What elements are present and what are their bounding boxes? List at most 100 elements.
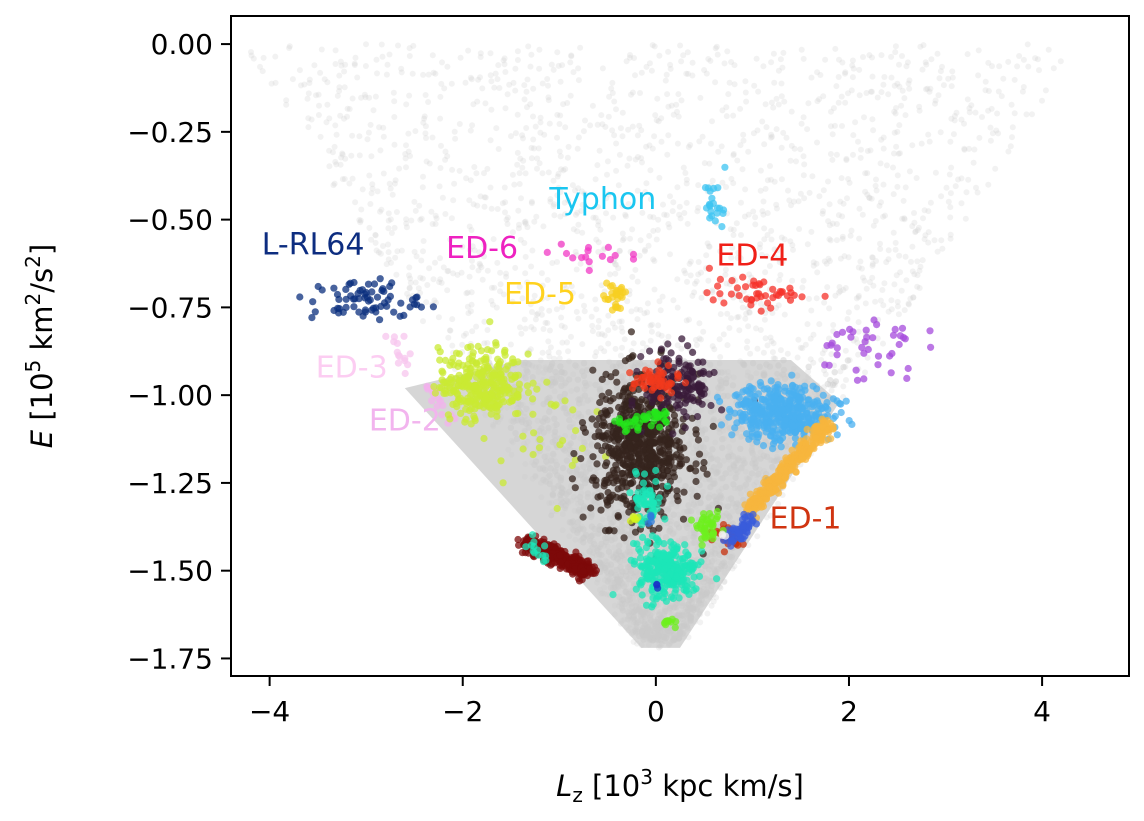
field-star-point (342, 61, 349, 68)
field-star-point (814, 69, 821, 76)
field-star-point (773, 201, 780, 208)
field-star-point (367, 201, 374, 207)
background-density-point (729, 382, 737, 389)
field-star-point (364, 136, 371, 143)
field-star-point (517, 324, 523, 331)
field-star-point (826, 201, 833, 208)
field-star-point (717, 248, 724, 255)
field-star-point (528, 263, 535, 270)
field-star-point (839, 123, 845, 129)
field-star-point (468, 76, 475, 83)
field-star-point (548, 61, 555, 68)
field-star-point (839, 59, 846, 66)
field-star-point (524, 76, 531, 83)
field-star-point (958, 200, 965, 207)
cluster-point (309, 298, 317, 306)
field-star-point (773, 304, 780, 311)
field-star-point (362, 94, 369, 101)
field-star-point (532, 123, 539, 130)
cluster-point (361, 306, 369, 314)
background-density-point (588, 442, 595, 449)
field-star-point (773, 205, 780, 212)
field-star-point (925, 239, 932, 246)
field-star-point (768, 59, 775, 66)
field-star-point (613, 167, 620, 174)
field-star-point (447, 327, 454, 334)
background-density-point (580, 539, 587, 546)
field-star-point (272, 79, 279, 86)
field-star-point (814, 139, 820, 146)
cluster-point (870, 316, 878, 324)
field-star-point (626, 155, 633, 162)
field-star-point (719, 107, 726, 114)
field-star-point (730, 180, 737, 187)
field-star-point (338, 62, 345, 69)
field-star-point (383, 261, 390, 268)
field-star-point (720, 331, 727, 338)
field-star-point (415, 285, 422, 292)
field-star-point (595, 222, 602, 229)
background-density-point (598, 540, 605, 547)
field-star-point (826, 258, 833, 264)
field-star-point (497, 281, 504, 288)
field-star-point (515, 225, 522, 232)
cluster-point (693, 492, 701, 500)
field-star-point (855, 292, 862, 299)
field-star-point (661, 211, 668, 218)
cluster-point (479, 379, 488, 387)
field-star-point (761, 236, 768, 243)
field-star-point (616, 248, 623, 254)
field-star-point (522, 218, 529, 225)
field-star-point (913, 175, 920, 181)
field-star-point (619, 344, 625, 351)
field-star-point (799, 284, 806, 291)
cluster-point (390, 308, 398, 316)
field-star-point (947, 138, 954, 145)
field-star-point (773, 126, 780, 133)
field-star-point (469, 243, 476, 250)
field-star-point (830, 322, 837, 328)
field-star-point (405, 130, 412, 137)
field-star-point (843, 157, 850, 164)
cluster-point (582, 253, 590, 261)
field-star-point (743, 310, 750, 317)
field-star-point (488, 297, 495, 304)
field-star-point (677, 215, 684, 222)
field-star-point (892, 110, 899, 117)
background-density-point (546, 472, 553, 479)
cluster-point (529, 410, 537, 418)
field-star-point (775, 67, 782, 74)
field-star-point (909, 268, 916, 275)
field-star-point (601, 348, 608, 355)
background-density-point (682, 483, 689, 490)
field-star-point (674, 108, 680, 115)
field-star-point (836, 284, 843, 290)
field-star-point (825, 255, 832, 262)
field-star-point (645, 242, 652, 249)
field-star-point (777, 56, 784, 63)
background-density-point (514, 417, 521, 424)
field-star-point (745, 148, 752, 155)
field-star-point (778, 80, 785, 87)
field-star-point (709, 118, 715, 125)
field-star-point (413, 253, 420, 260)
field-star-point (637, 90, 643, 96)
field-star-point (666, 224, 673, 231)
cluster-point (888, 349, 896, 358)
field-star-point (760, 63, 767, 70)
cluster-point (561, 397, 569, 405)
field-star-point (555, 170, 562, 177)
background-density-point (697, 601, 705, 608)
field-star-point (568, 283, 575, 290)
background-density-point (559, 486, 566, 493)
field-star-point (866, 52, 873, 59)
field-star-point (589, 102, 596, 109)
background-density-point (597, 385, 604, 392)
field-star-point (491, 284, 498, 291)
field-star-point (517, 236, 524, 243)
cluster-point (742, 283, 750, 291)
field-star-point (843, 155, 850, 162)
field-star-point (1019, 88, 1026, 95)
background-density-point (714, 456, 721, 463)
background-density-point (636, 359, 643, 367)
